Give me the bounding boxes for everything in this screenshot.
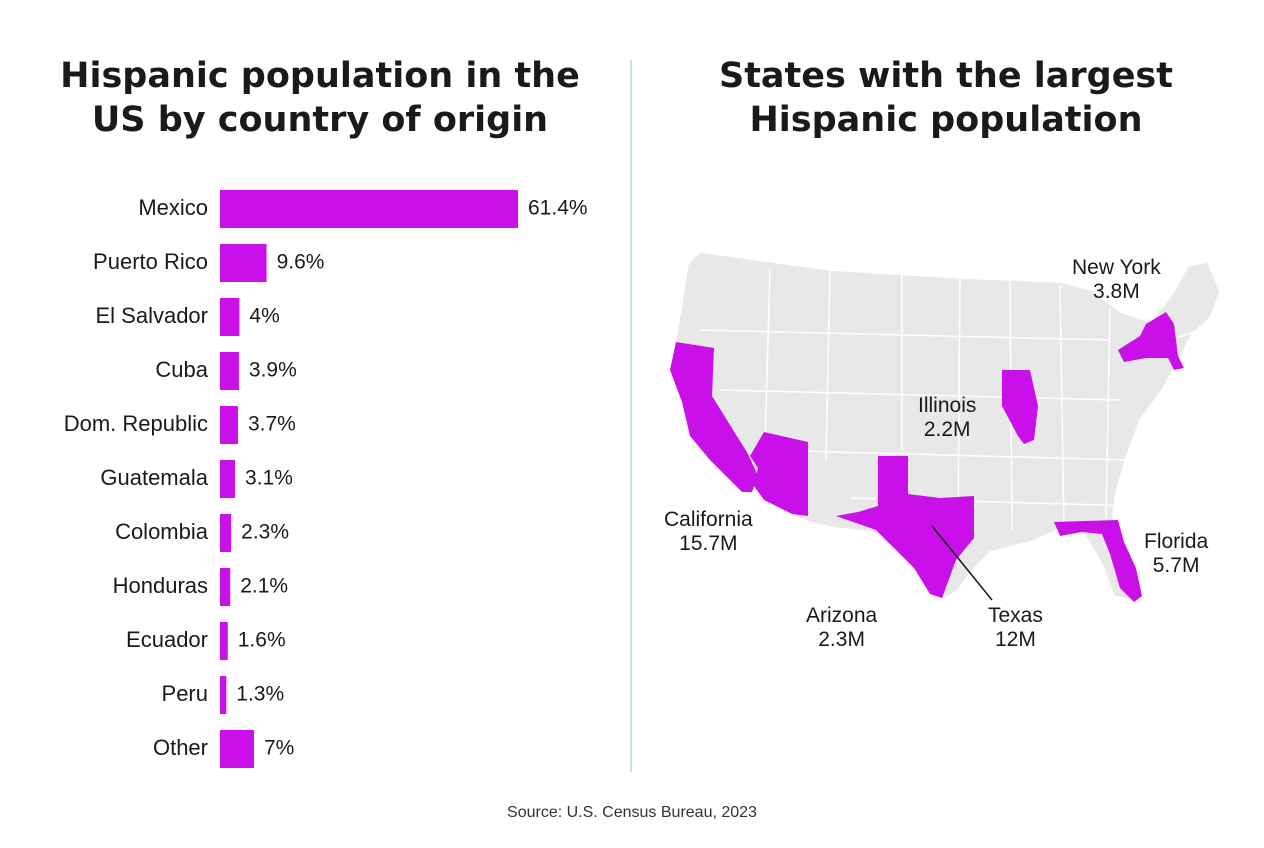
source-note: Source: U.S. Census Bureau, 2023	[507, 804, 757, 821]
label-texas-name: Texas	[988, 604, 1043, 627]
state-arizona	[750, 432, 808, 516]
label-florida-value: 5.7M	[1152, 554, 1200, 577]
label-florida: Florida 5.7M	[1144, 530, 1208, 578]
label-california-value: 15.7M	[679, 532, 738, 555]
bar-el-salvador	[220, 298, 240, 336]
value-label-cuba: 3.9%	[249, 359, 297, 382]
us-map	[669, 251, 1221, 602]
state-new-york	[1118, 312, 1184, 370]
category-label-peru: Peru	[162, 681, 208, 706]
state-illinois	[1002, 370, 1038, 444]
value-label-el-salvador: 4%	[249, 305, 279, 328]
bar-ecuador	[220, 622, 228, 660]
bar-chart: Mexico 61.4% Puerto Rico 9.6% El Salvador 4% C…	[64, 190, 588, 768]
bar-mexico	[220, 190, 518, 228]
label-new-york-value: 3.8M	[1093, 280, 1140, 303]
bar-other	[220, 730, 254, 768]
category-label-ecuador: Ecuador	[126, 627, 208, 652]
label-illinois: Illinois 2.2M	[918, 394, 976, 442]
value-label-guatemala: 3.1%	[245, 467, 293, 490]
bar-cuba	[220, 352, 239, 390]
label-california-name: California	[664, 508, 753, 531]
category-label-colombia: Colombia	[115, 519, 209, 544]
value-label-peru: 1.3%	[236, 683, 284, 706]
state-texas	[836, 456, 974, 598]
category-label-mexico: Mexico	[138, 195, 208, 220]
label-new-york-name: New York	[1072, 256, 1161, 279]
label-illinois-value: 2.2M	[923, 418, 971, 441]
value-label-other: 7%	[264, 737, 294, 760]
label-arizona-value: 2.3M	[818, 628, 865, 651]
category-label-cuba: Cuba	[155, 357, 208, 382]
label-california: California 15.7M	[664, 508, 753, 556]
value-label-puerto-rico: 9.6%	[277, 251, 325, 274]
panel-divider	[630, 60, 632, 772]
bar-dom-republic	[220, 406, 238, 444]
category-label-el-salvador: El Salvador	[95, 303, 208, 328]
value-label-colombia: 2.3%	[241, 521, 289, 544]
map-title-line-1: States with the largest	[718, 56, 1173, 96]
value-label-dom-republic: 3.7%	[248, 413, 296, 436]
label-texas: Texas 12M	[988, 604, 1043, 652]
state-california	[670, 342, 758, 492]
bar-peru	[220, 676, 227, 714]
bar-honduras	[220, 568, 231, 606]
bar-chart-title: Hispanic population in the US by country…	[20, 54, 620, 142]
texas-leader-line	[931, 525, 993, 601]
value-label-honduras: 2.1%	[240, 575, 288, 598]
bar-guatemala	[220, 460, 236, 498]
map-title: States with the largest Hispanic populat…	[646, 54, 1246, 142]
map-title-line-2: Hispanic population	[749, 100, 1143, 140]
state-florida	[1054, 520, 1142, 602]
label-arizona: Arizona 2.3M	[806, 604, 877, 652]
category-label-dom-republic: Dom. Republic	[64, 411, 208, 436]
value-label-ecuador: 1.6%	[238, 629, 286, 652]
label-texas-value: 12M	[995, 628, 1036, 651]
category-label-other: Other	[153, 735, 208, 760]
category-label-honduras: Honduras	[113, 573, 208, 598]
label-illinois-name: Illinois	[918, 394, 977, 417]
bar-chart-title-line-1: Hispanic population in the	[60, 56, 580, 96]
label-new-york: New York 3.8M	[1072, 256, 1161, 304]
category-label-puerto-rico: Puerto Rico	[93, 249, 208, 274]
label-florida-name: Florida	[1144, 530, 1209, 553]
value-label-mexico: 61.4%	[528, 197, 588, 220]
bar-puerto-rico	[220, 244, 267, 282]
bar-chart-title-line-2: US by country of origin	[91, 100, 549, 140]
bar-colombia	[220, 514, 232, 552]
category-label-guatemala: Guatemala	[100, 465, 208, 490]
label-arizona-name: Arizona	[806, 604, 878, 627]
